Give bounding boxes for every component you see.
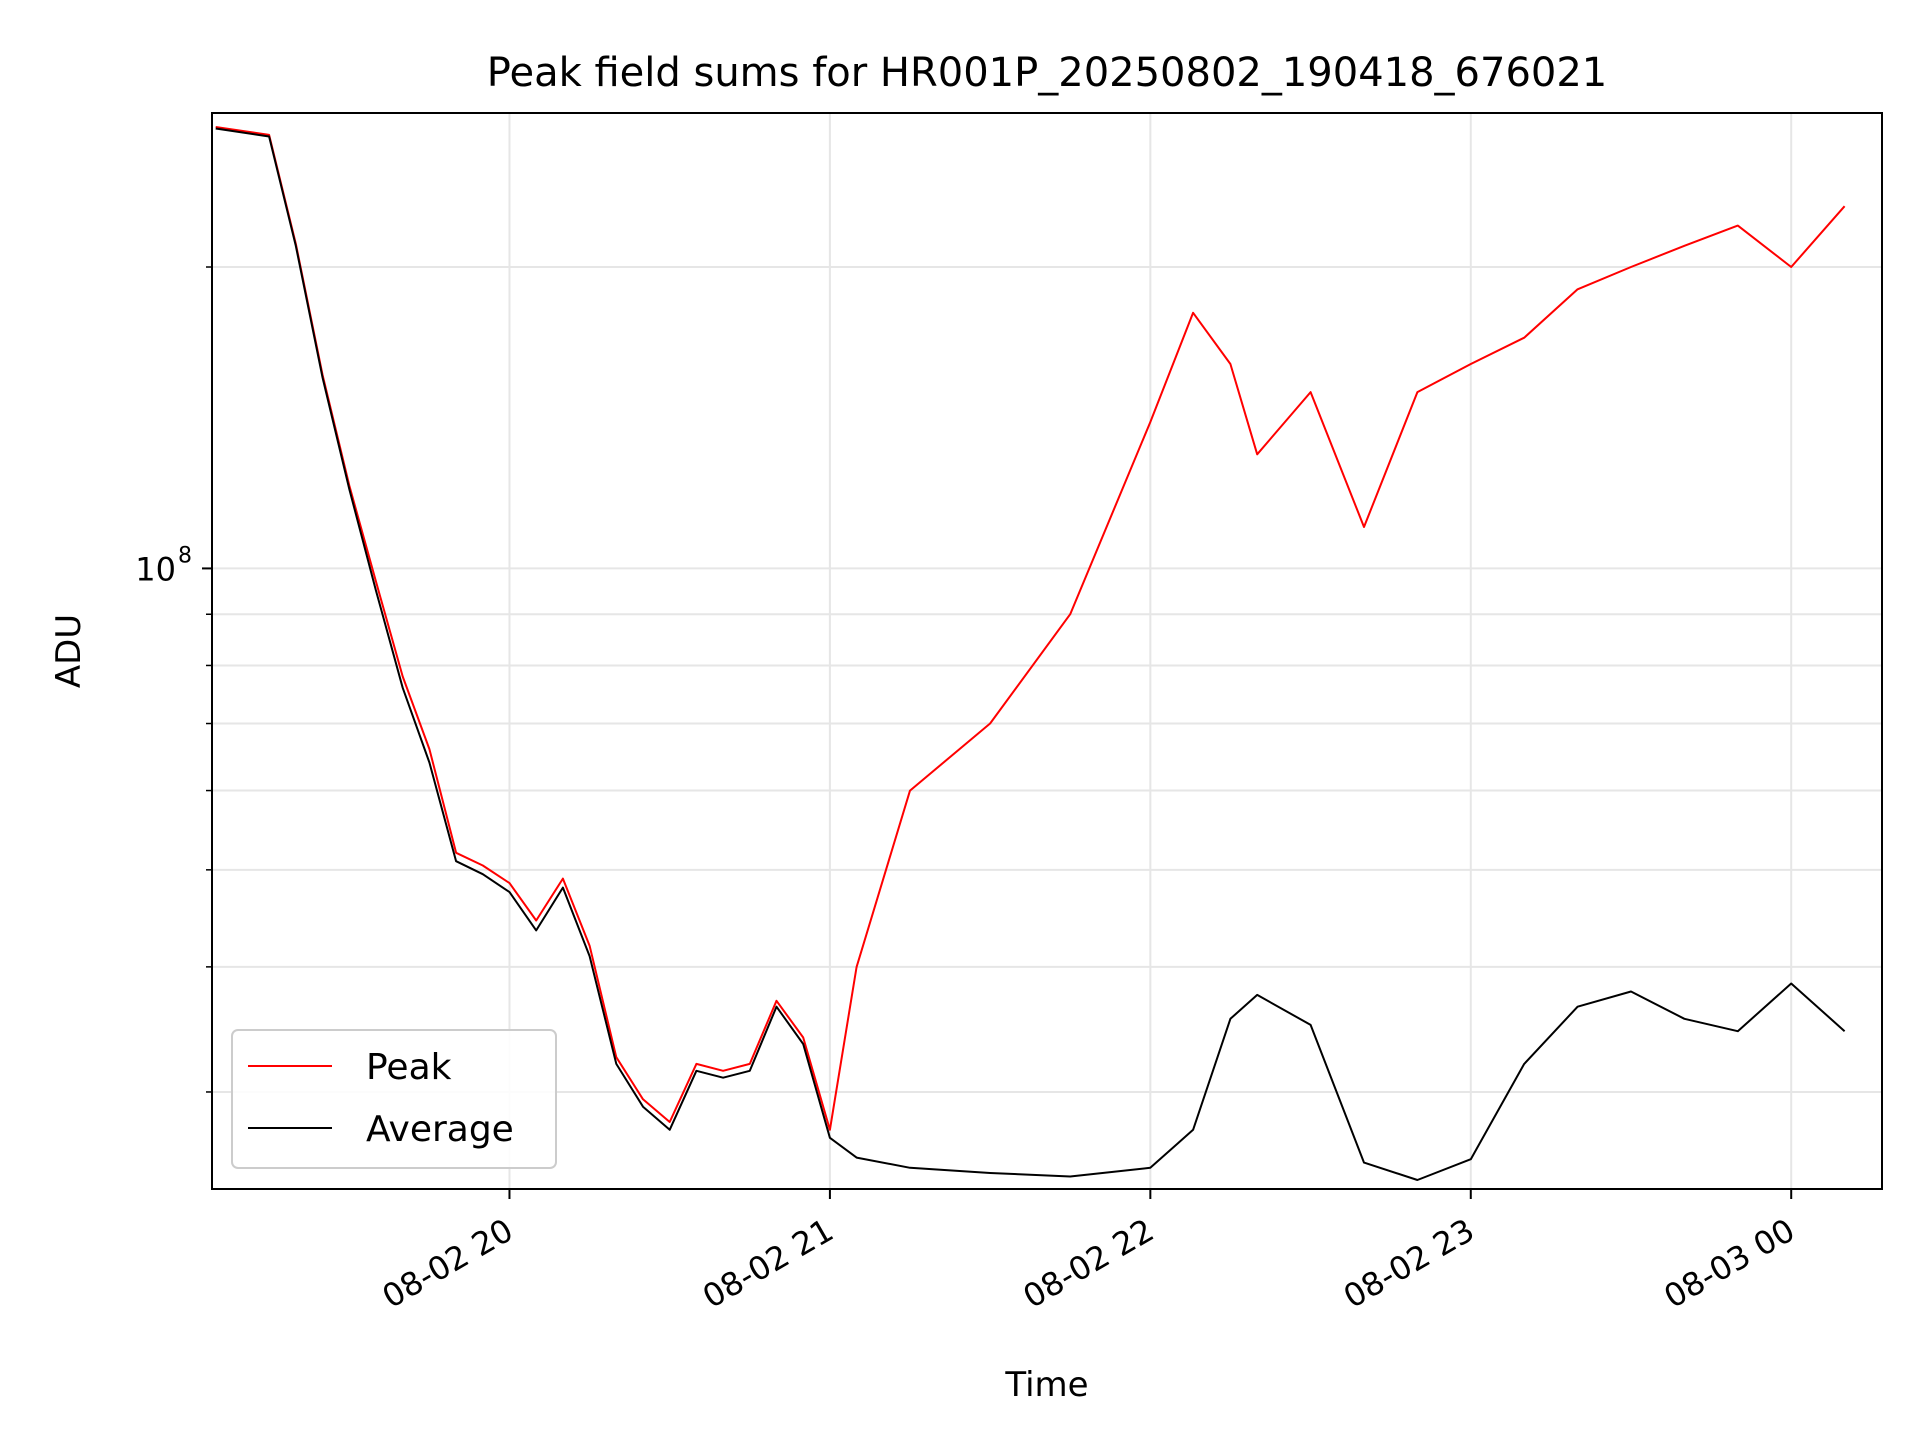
legend-box — [231, 1029, 557, 1169]
series-layer — [215, 126, 1846, 1181]
legend-label-peak: Peak — [366, 1047, 452, 1088]
series-line-peak — [215, 126, 1846, 1131]
x-axis-label: Time — [1004, 1365, 1088, 1405]
legend-label-average: Average — [366, 1109, 514, 1150]
chart-title: Peak field sums for HR001P_20250802_1904… — [487, 50, 1607, 96]
y-tick-label-exponent: 8 — [178, 543, 192, 568]
series-line-average — [215, 127, 1846, 1181]
plot-frame — [211, 112, 1883, 1190]
y-axis-label: ADU — [49, 614, 89, 688]
legend: Peak Average — [231, 1029, 557, 1169]
y-tick-label: 10 — [135, 550, 176, 588]
